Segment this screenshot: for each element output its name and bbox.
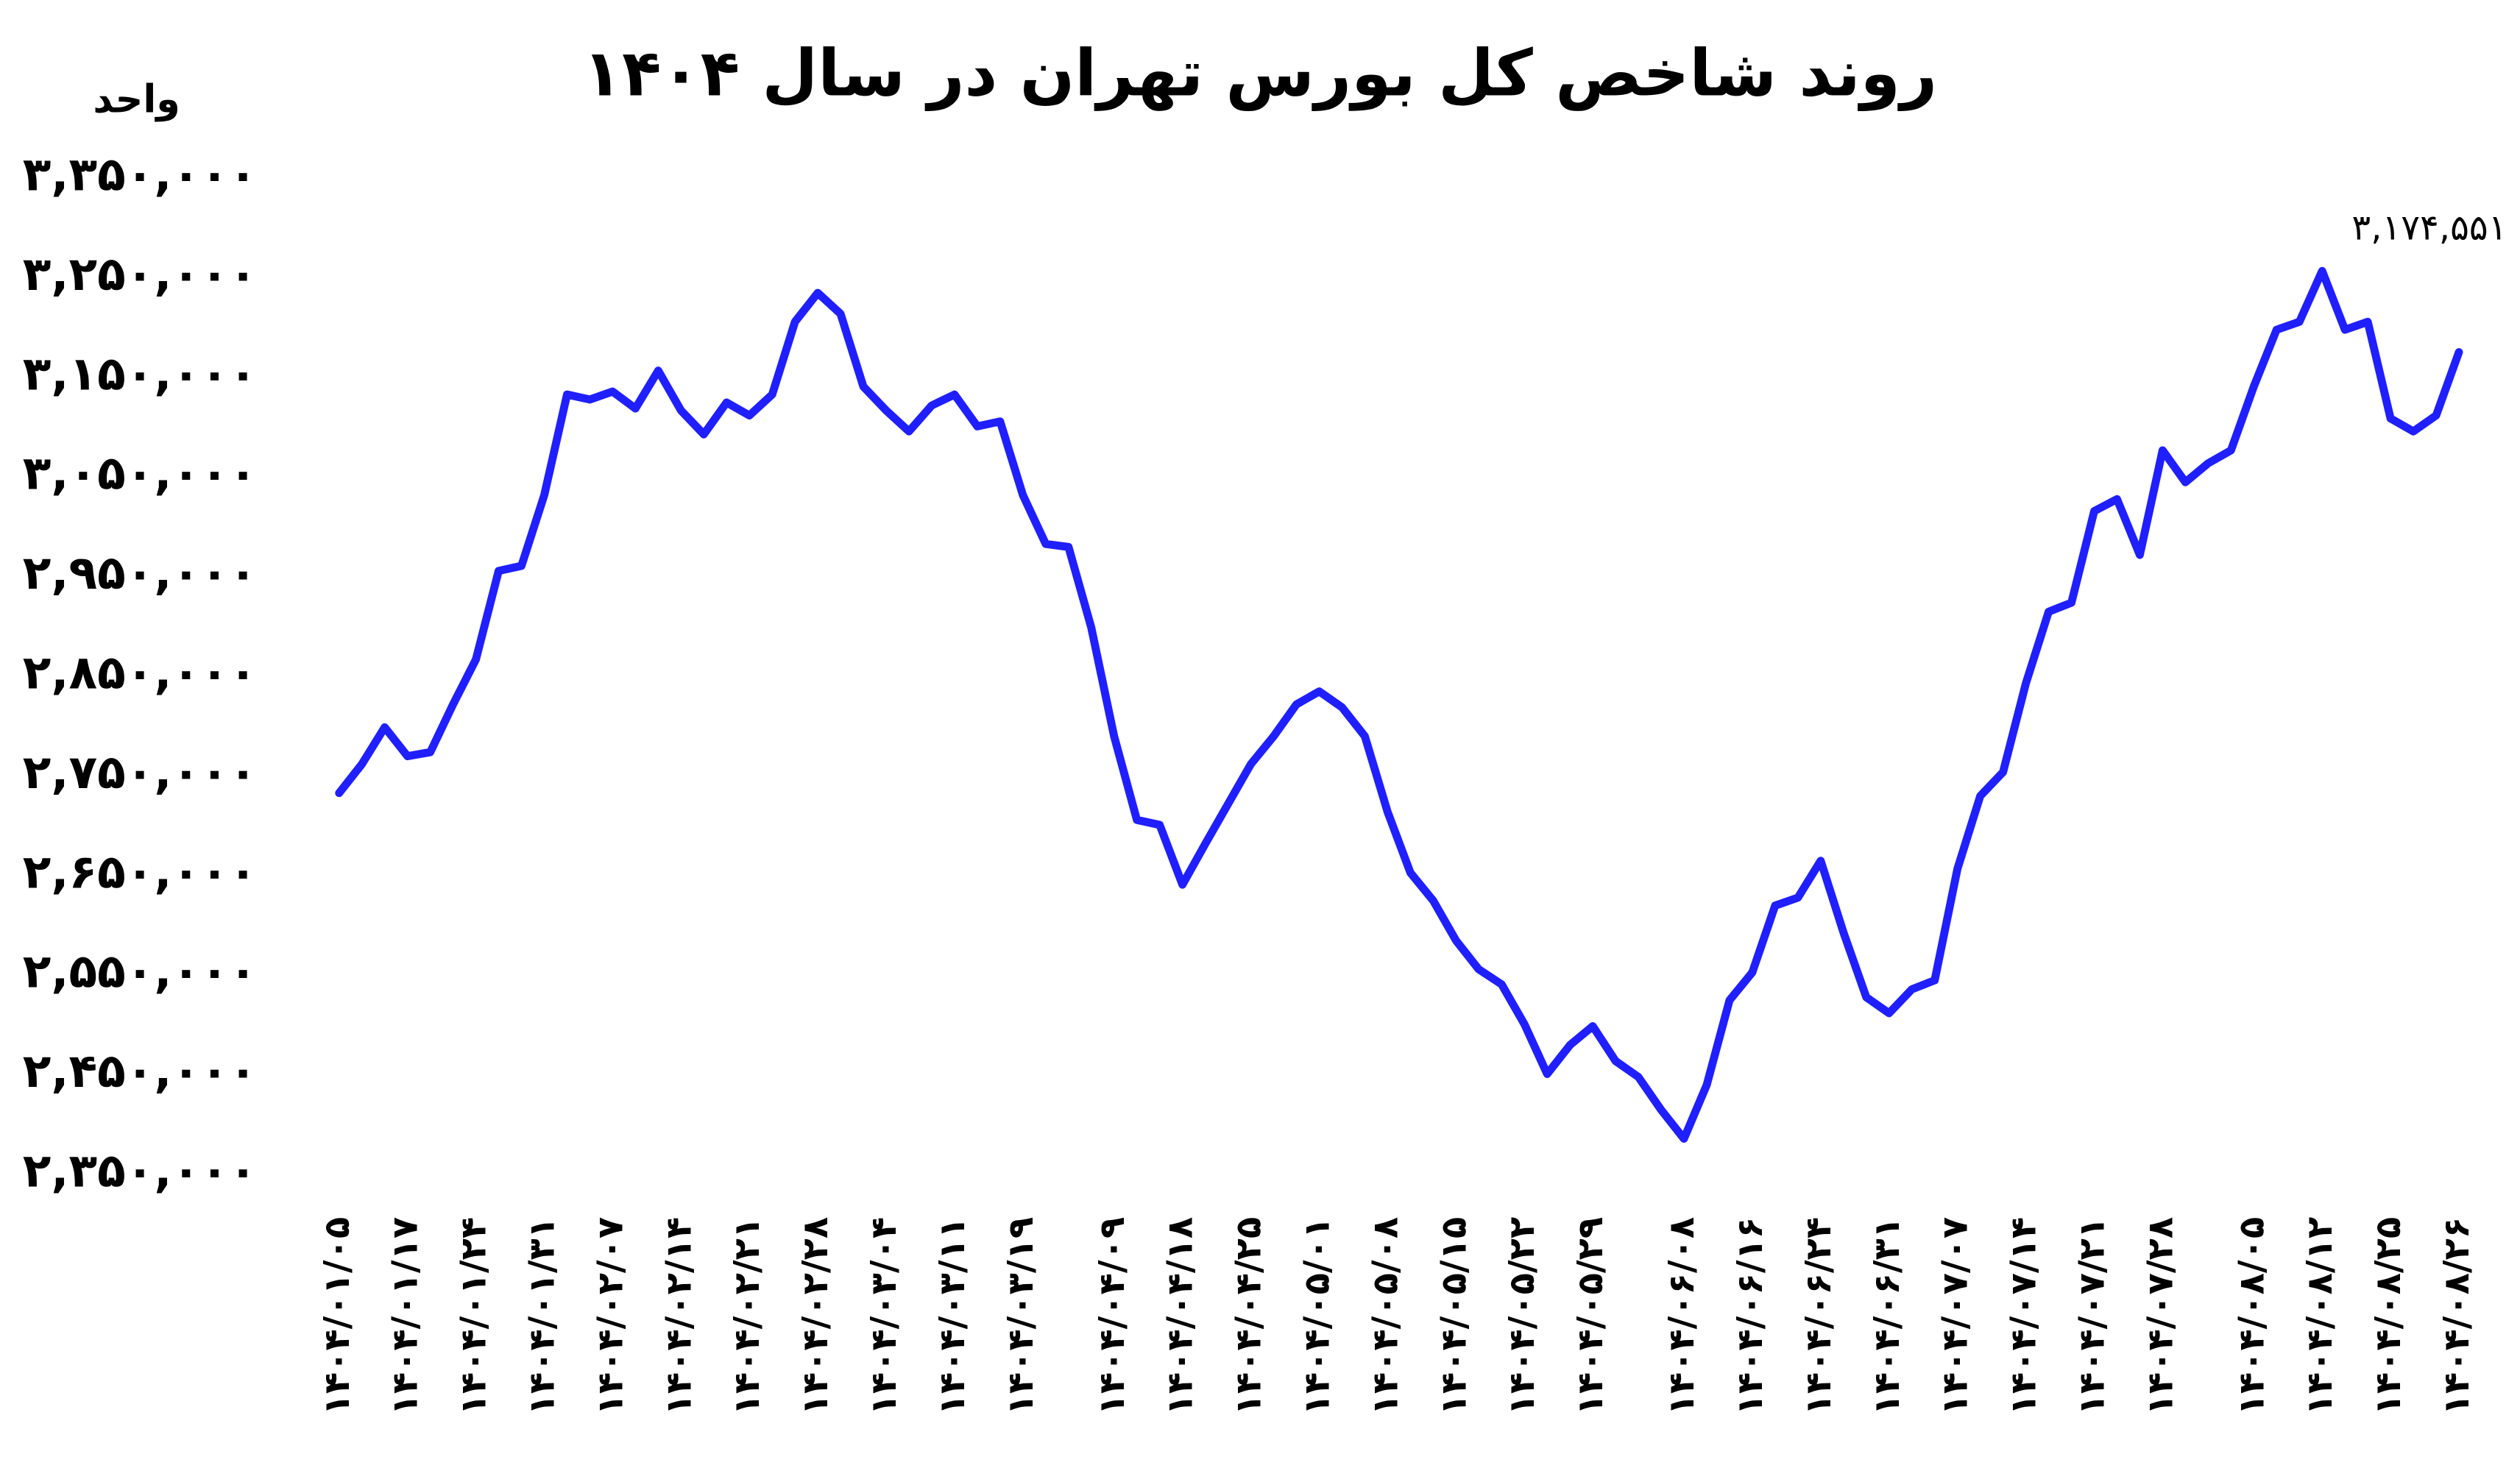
x-tick-label: ۱۴۰۴/۰۷/۰۷ [1935,1217,1976,1416]
x-tick-label: ۱۴۰۴/۰۵/۰۸ [1365,1217,1406,1416]
x-tick-label: ۱۴۰۴/۰۳/۱۱ [932,1217,973,1416]
x-tick-label: ۱۴۰۴/۰۸/۲۶ [2436,1217,2477,1416]
y-tick-label: ۲,۴۵۰,۰۰۰ [23,1043,258,1098]
x-tick-label: ۱۴۰۴/۰۴/۲۵ [1228,1217,1270,1416]
x-tick-label: ۱۴۰۴/۰۵/۱۵ [1433,1217,1474,1416]
y-tick-label: ۲,۳۵۰,۰۰۰ [23,1143,258,1197]
x-tick-label: ۱۴۰۴/۰۲/۰۷ [590,1217,631,1416]
y-tick-label: ۲,۶۵۰,۰۰۰ [23,844,258,898]
x-tick-label: ۱۴۰۴/۰۶/۲۴ [1798,1217,1839,1416]
y-tick-label: ۳,۳۵۰,۰۰۰ [23,147,258,202]
y-tick-label: ۲,۷۵۰,۰۰۰ [23,745,258,799]
x-tick-label: ۱۴۰۴/۰۸/۱۲ [2299,1217,2340,1416]
x-tick-label: ۱۴۰۴/۰۵/۰۱ [1296,1217,1337,1416]
y-tick-label: ۳,۰۵۰,۰۰۰ [23,446,258,500]
y-tick-label: ۲,۵۵۰,۰۰۰ [23,944,258,999]
y-axis-label: واحد [93,77,180,121]
y-tick-label: ۲,۸۵۰,۰۰۰ [23,645,258,700]
x-tick-label: ۱۴۰۴/۰۳/۱۹ [1000,1217,1041,1416]
x-tick-label: ۱۴۰۴/۰۶/۰۸ [1661,1217,1702,1416]
x-tick-label: ۱۴۰۴/۰۲/۲۸ [795,1217,836,1416]
y-tick-label: ۳,۱۵۰,۰۰۰ [23,346,258,400]
chart-title: روند شاخص کل بورس تهران در سال ۱۴۰۴ [583,36,1937,112]
x-tick-label: ۱۴۰۴/۰۷/۱۴ [2003,1217,2045,1416]
x-tick-label: ۱۴۰۴/۰۸/۰۵ [2231,1217,2272,1416]
x-tick-label: ۱۴۰۴/۰۵/۲۹ [1570,1217,1611,1416]
x-tick-label: ۱۴۰۴/۰۳/۰۴ [863,1217,905,1416]
x-tick-label: ۱۴۰۴/۰۱/۱۷ [385,1217,426,1416]
x-tick-label: ۱۴۰۴/۰۱/۰۵ [316,1217,358,1416]
x-tick-label: ۱۴۰۴/۰۸/۲۵ [2368,1217,2409,1416]
x-tick-label: ۱۴۰۴/۰۴/۰۹ [1091,1217,1133,1416]
x-tick-label: ۱۴۰۴/۰۶/۳۱ [1866,1217,1908,1416]
x-tick-label: ۱۴۰۴/۰۴/۱۸ [1160,1217,1201,1416]
x-tick-label: ۱۴۰۴/۰۷/۲۸ [2139,1217,2181,1416]
x-tick-label: ۱۴۰۴/۰۷/۲۱ [2071,1217,2112,1416]
index-line [335,266,2463,1143]
x-tick-label: ۱۴۰۴/۰۱/۲۴ [453,1217,495,1416]
x-tick-label: ۱۴۰۴/۰۶/۱۶ [1730,1217,1771,1416]
x-tick-label: ۱۴۰۴/۰۵/۲۲ [1501,1217,1543,1416]
x-tick-label: ۱۴۰۴/۰۲/۱۴ [658,1217,699,1416]
x-tick-label: ۱۴۰۴/۰۲/۲۱ [726,1217,768,1416]
y-tick-label: ۳,۲۵۰,۰۰۰ [23,247,258,301]
x-tick-label: ۱۴۰۴/۰۱/۳۱ [521,1217,562,1416]
y-tick-label: ۲,۹۵۰,۰۰۰ [23,545,258,600]
value-label: ۳,۱۷۴,۵۵۱ [2351,208,2507,249]
